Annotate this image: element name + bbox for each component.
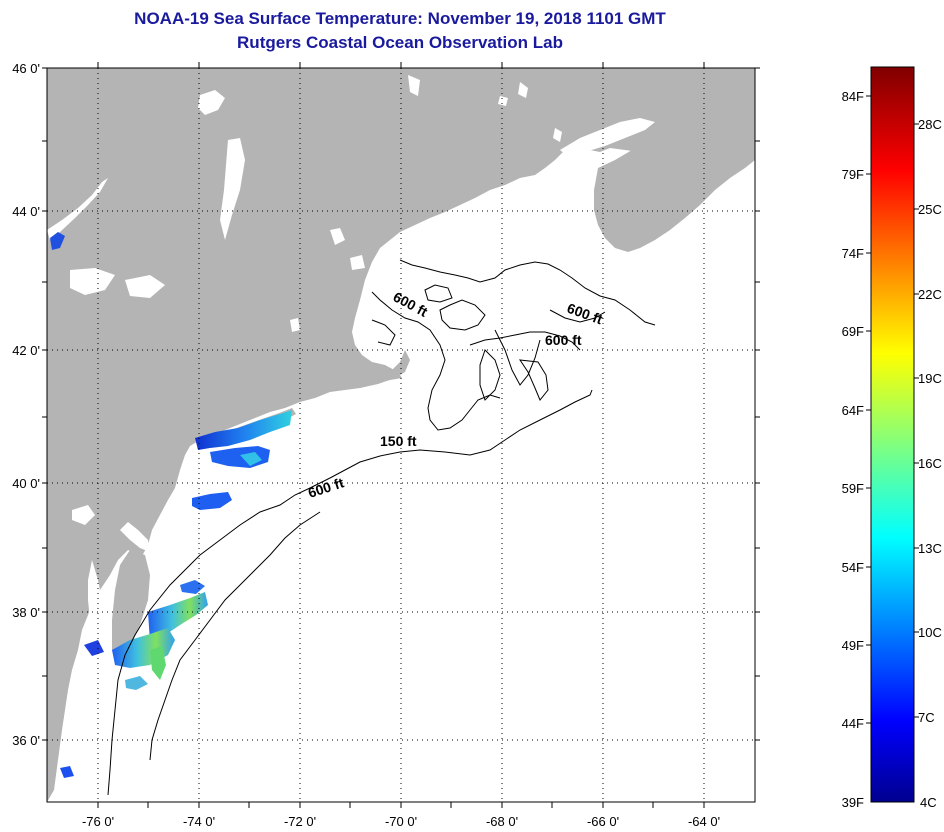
colorbar-c-label: 28C: [918, 117, 942, 132]
lon-label: -70 0': [385, 814, 417, 829]
colorbar-f-label: 64F: [842, 403, 864, 418]
latitude-labels: 46 0' 44 0' 42 0' 40 0' 38 0' 36 0': [12, 61, 40, 748]
colorbar-gradient: [870, 66, 915, 803]
lat-label: 42 0': [12, 343, 40, 358]
colorbar-c-label: 19C: [918, 371, 942, 386]
colorbar-c-label: 22C: [918, 287, 942, 302]
axis-ticks: [42, 62, 760, 808]
lat-label: 44 0': [12, 204, 40, 219]
colorbar-f-label: 44F: [842, 716, 864, 731]
land-nova-scotia: [594, 108, 755, 252]
lat-label: 40 0': [12, 476, 40, 491]
lon-label: -72 0': [284, 814, 316, 829]
water-delaware-bay: [120, 522, 150, 552]
colorbar-f-label: 54F: [842, 560, 864, 575]
map-area: 600 ft 600 ft 600 ft 150 ft 600 ft: [47, 68, 755, 802]
colorbar-c-label: 4C: [920, 795, 937, 810]
lat-label: 38 0': [12, 605, 40, 620]
land-bay-of-fundy: [560, 118, 655, 158]
lon-label: -66 0': [587, 814, 619, 829]
colorbar-f-label: 74F: [842, 246, 864, 261]
colorbar-c-label: 25C: [918, 202, 942, 217]
lon-label: -74 0': [183, 814, 215, 829]
land-delmarva: [112, 550, 150, 660]
lon-label: -64 0': [688, 814, 720, 829]
sst-patches: [50, 232, 292, 778]
contour-label: 600 ft: [545, 332, 582, 348]
contours: [107, 259, 656, 796]
lon-label: -76 0': [82, 814, 114, 829]
map-title: NOAA-19 Sea Surface Temperature: Novembe…: [134, 9, 666, 28]
lakes: [47, 75, 562, 525]
land-mainland: [47, 68, 755, 802]
lon-label: -68 0': [486, 814, 518, 829]
colorbar-c-label: 10C: [918, 625, 942, 640]
colorbar-f-label: 49F: [842, 638, 864, 653]
colorbar: 84F 79F 74F 69F 64F 59F 54F 49F 44F 39F …: [842, 66, 942, 810]
land-cape-cod: [360, 350, 410, 388]
graticule: [47, 68, 755, 802]
colorbar-f-label: 79F: [842, 167, 864, 182]
map-subtitle: Rutgers Coastal Ocean Observation Lab: [237, 33, 563, 52]
longitude-labels: -76 0' -74 0' -72 0' -70 0' -68 0' -66 0…: [82, 814, 720, 829]
colorbar-c-label: 7C: [918, 710, 935, 725]
colorbar-c-label: 13C: [918, 541, 942, 556]
colorbar-f-label: 59F: [842, 481, 864, 496]
contour-label: 150 ft: [380, 433, 417, 449]
colorbar-f-label: 69F: [842, 324, 864, 339]
lat-label: 46 0': [12, 61, 40, 76]
water-chesapeake-bay: [88, 560, 114, 720]
colorbar-f-label: 84F: [842, 89, 864, 104]
lat-label: 36 0': [12, 733, 40, 748]
colorbar-f-label: 39F: [842, 795, 864, 810]
colorbar-c-label: 16C: [918, 456, 942, 471]
